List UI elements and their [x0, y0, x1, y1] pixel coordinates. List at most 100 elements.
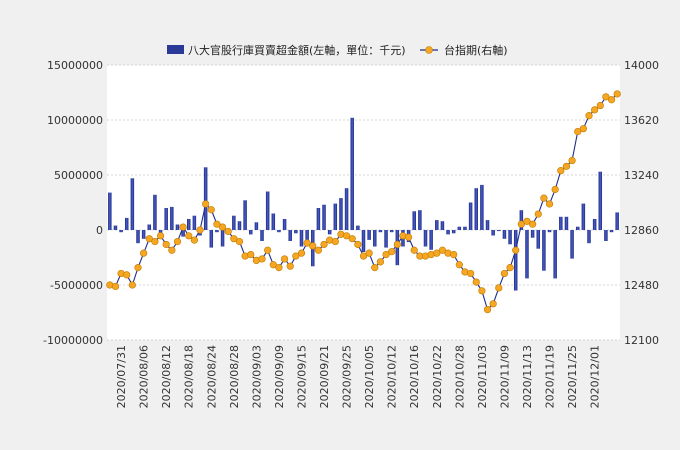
line-point [500, 269, 509, 278]
line-point [512, 246, 520, 254]
plot-area [107, 65, 620, 340]
line-point [190, 236, 198, 244]
bar [327, 230, 332, 235]
line-point [218, 223, 227, 231]
bar [474, 188, 478, 230]
line-point [213, 220, 221, 228]
line-point [264, 246, 272, 254]
bar [542, 230, 546, 271]
bar [389, 230, 394, 233]
x-tick-label: 2020/09/09 [273, 345, 286, 408]
x-tick-label: 2020/08/12 [160, 345, 173, 408]
legend-line-label: 台指期(右軸) [444, 43, 508, 57]
line-point [224, 227, 232, 236]
line-point [365, 249, 373, 257]
bar [322, 204, 326, 230]
bar [344, 188, 349, 230]
left-tick-label: 15000000 [47, 59, 103, 72]
bar [378, 230, 383, 233]
bar [559, 216, 563, 230]
legend: 八大官股行庫買賣超金額(左軸，單位：千元) 台指期(右軸) [167, 43, 508, 57]
line-point [517, 220, 525, 228]
bar [203, 167, 208, 230]
line-point [410, 246, 418, 254]
left-axis: 15000000 10000000 5000000 0 -5000000 -1000000… [43, 59, 103, 347]
bar [457, 226, 462, 230]
line-point [185, 232, 193, 240]
legend-line-marker [425, 46, 433, 54]
bar [147, 224, 152, 230]
line-point [613, 90, 621, 98]
bar [446, 230, 450, 235]
bar [153, 194, 157, 230]
line-point [596, 101, 604, 110]
x-tick-label: 2020/08/28 [228, 345, 241, 408]
line-point [348, 235, 356, 243]
bar [164, 208, 168, 230]
x-tick-label: 2020/10/12 [386, 345, 399, 408]
line-point [529, 220, 537, 228]
line-point [269, 261, 277, 269]
line-point [179, 223, 187, 231]
line-point [202, 200, 210, 208]
bar [423, 230, 428, 247]
line-point [602, 93, 610, 101]
legend-bar-label: 八大官股行庫買賣超金額(左軸，單位：千元) [188, 43, 406, 57]
line-point [297, 249, 306, 257]
bar [418, 210, 422, 230]
bar [350, 117, 354, 230]
bar [440, 221, 445, 230]
bar [497, 230, 501, 232]
bar [186, 219, 191, 230]
line-point [574, 127, 582, 136]
bar [485, 220, 490, 230]
bar [175, 224, 180, 230]
line-point [151, 237, 159, 246]
line-point [354, 240, 362, 249]
line-point [196, 226, 204, 234]
line-series [106, 90, 621, 314]
x-tick-label: 2020/10/22 [431, 345, 444, 408]
line-point [173, 237, 182, 246]
bar [260, 230, 264, 241]
bar [570, 230, 574, 259]
x-tick-label: 2020/10/05 [363, 345, 376, 408]
bar [508, 230, 512, 245]
line-point [275, 264, 283, 272]
bar [502, 230, 507, 239]
line-point [450, 251, 458, 259]
bar [361, 230, 366, 252]
line-point [235, 237, 244, 246]
line-point [404, 233, 413, 241]
bar [136, 230, 140, 244]
x-tick-label: 2020/09/15 [295, 345, 308, 408]
bar [575, 226, 580, 230]
left-tick-label: 10000000 [47, 114, 103, 127]
bar [305, 230, 309, 245]
line-point [140, 249, 148, 257]
x-tick-label: 2020/09/25 [341, 345, 354, 408]
bar [282, 219, 287, 230]
bar [519, 210, 524, 230]
line-point [320, 240, 328, 249]
x-tick-label: 2020/12/01 [589, 345, 602, 408]
right-axis: 14000 13620 13240 12860 12480 12100 [624, 59, 659, 347]
line-point [534, 210, 542, 218]
line-point [134, 264, 142, 272]
line-point [376, 258, 385, 266]
line-point [371, 264, 379, 272]
bar [435, 220, 439, 230]
bar [463, 226, 467, 230]
bar [113, 225, 118, 230]
bar [384, 230, 388, 248]
line-point [331, 237, 339, 246]
bar-series [108, 117, 619, 291]
bar [598, 171, 603, 230]
line-point [483, 306, 492, 314]
bar [232, 215, 236, 230]
bar [604, 230, 608, 241]
line-point [495, 284, 503, 292]
line-point [280, 255, 289, 263]
bar [209, 230, 214, 248]
